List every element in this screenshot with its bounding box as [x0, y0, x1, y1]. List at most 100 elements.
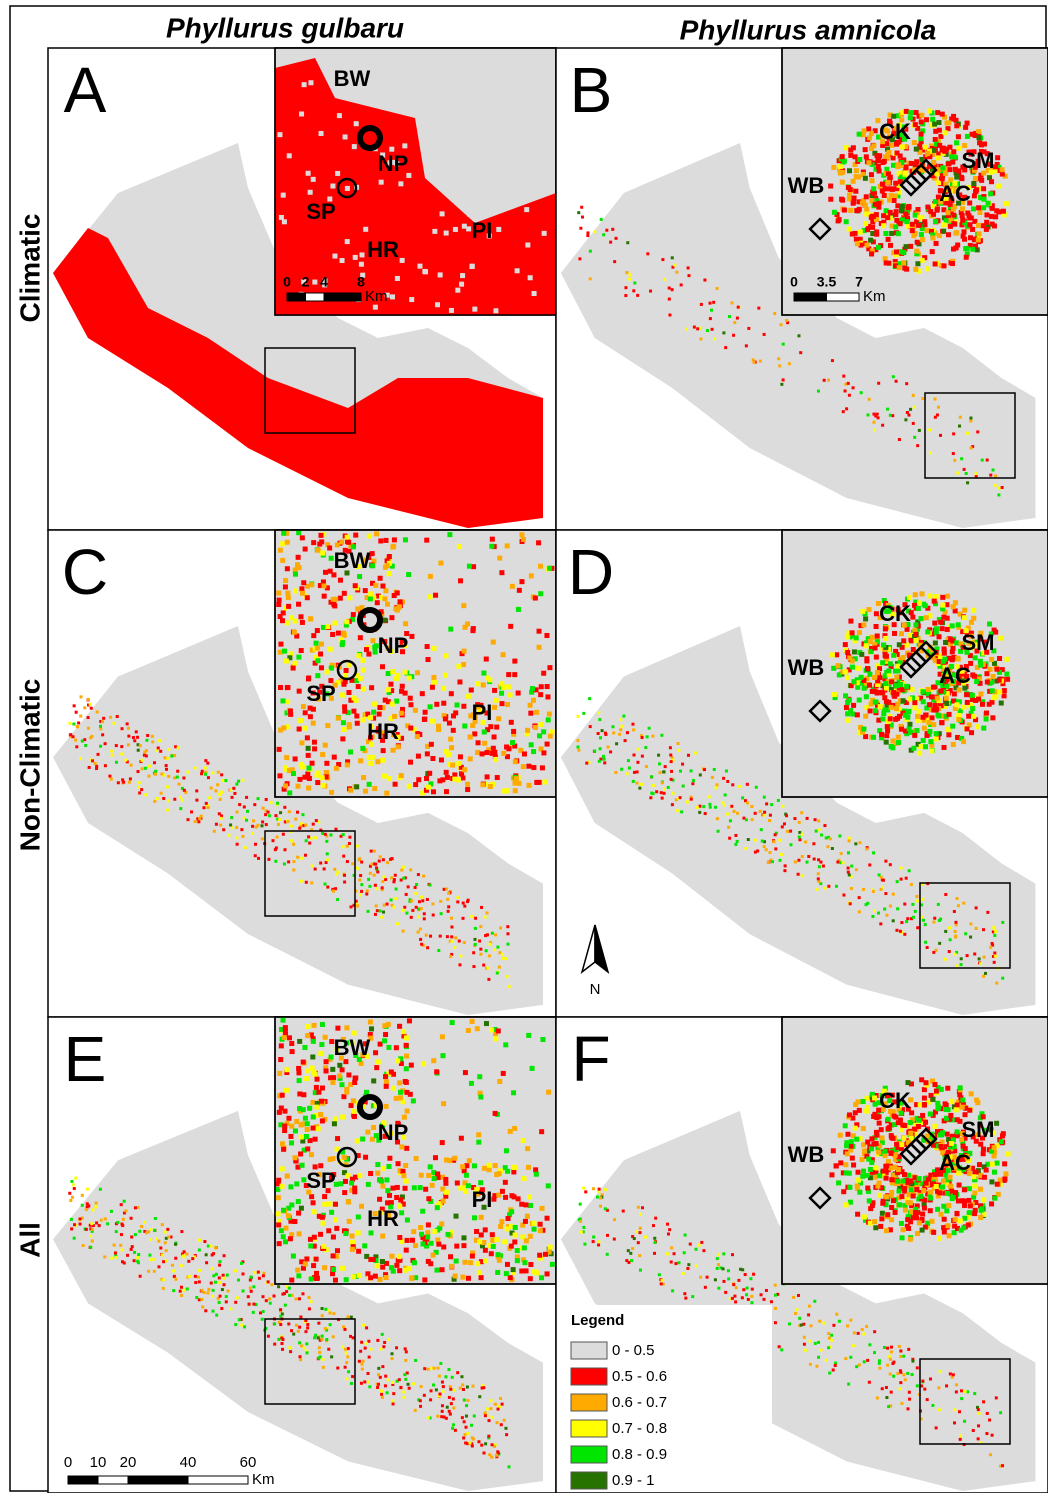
suitability-cell	[1001, 209, 1006, 214]
suitability-cell	[809, 1363, 812, 1366]
suitability-cell	[441, 1199, 446, 1204]
suitability-cell	[287, 1322, 290, 1325]
suitability-cell	[120, 745, 123, 748]
suitability-cell	[245, 796, 248, 799]
suitability-cell	[439, 757, 444, 762]
suitability-cell	[923, 1388, 926, 1391]
suitability-cell	[599, 736, 602, 739]
suitability-cell	[782, 378, 785, 381]
suitability-cell	[183, 1250, 186, 1253]
suitability-cell	[407, 1018, 412, 1023]
suitability-cell	[530, 1066, 535, 1071]
suitability-cell	[297, 565, 302, 570]
suitability-cell	[973, 1392, 976, 1395]
suitability-cell	[318, 533, 323, 538]
suitability-cell	[218, 1281, 221, 1284]
suitability-cell	[508, 985, 511, 988]
site-label: NP	[378, 151, 409, 176]
suitability-cell	[409, 868, 412, 871]
suitability-cell	[380, 1184, 385, 1189]
suitability-cell	[662, 770, 665, 773]
suitability-cell	[960, 1397, 963, 1400]
suitability-cell	[450, 926, 453, 929]
suitability-cell	[381, 748, 386, 753]
suitability-cell	[898, 1345, 901, 1348]
suitability-cell	[866, 607, 871, 612]
scale-tick: 7	[855, 274, 863, 290]
suitability-cell	[900, 921, 903, 924]
suitability-cell	[372, 702, 377, 707]
suitability-cell	[235, 826, 238, 829]
suitability-cell	[145, 754, 148, 757]
suitability-cell	[500, 1423, 503, 1426]
suitability-cell	[599, 1196, 602, 1199]
suitability-cell	[292, 868, 295, 871]
suitability-cell	[317, 1357, 320, 1360]
suitability-cell	[288, 1134, 293, 1139]
suitability-cell	[679, 770, 682, 773]
suitability-cell	[539, 1129, 544, 1134]
suitability-cell	[593, 230, 596, 233]
suitability-cell	[925, 266, 930, 271]
suitability-cell	[672, 792, 675, 795]
suitability-cell	[940, 165, 945, 170]
suitability-cell	[306, 753, 311, 758]
suitability-cell	[547, 712, 552, 717]
suitability-cell	[378, 538, 383, 543]
suitability-cell	[814, 818, 817, 821]
suitability-cell	[229, 1307, 232, 1310]
suitability-cell	[496, 227, 501, 232]
suitability-cell	[462, 224, 467, 229]
suitability-cell	[547, 665, 552, 670]
suitability-cell	[724, 346, 727, 349]
suitability-cell	[540, 1037, 545, 1042]
suitability-cell	[431, 646, 436, 651]
suitability-cell	[822, 865, 825, 868]
suitability-cell	[470, 1019, 475, 1024]
suitability-cell	[74, 739, 77, 742]
suitability-cell	[765, 1289, 768, 1292]
suitability-cell	[873, 421, 876, 424]
suitability-cell	[915, 714, 920, 719]
suitability-cell	[862, 888, 865, 891]
suitability-cell	[297, 1039, 302, 1044]
suitability-cell	[466, 1028, 471, 1033]
suitability-cell	[360, 1363, 363, 1366]
suitability-cell	[890, 1350, 893, 1353]
suitability-cell	[346, 540, 351, 545]
suitability-cell	[404, 1248, 409, 1253]
suitability-cell	[332, 890, 335, 893]
suitability-cell	[321, 583, 326, 588]
suitability-cell	[703, 768, 706, 771]
suitability-cell	[780, 853, 783, 856]
suitability-cell	[957, 687, 962, 692]
suitability-cell	[975, 927, 978, 930]
suitability-cell	[343, 1328, 346, 1331]
suitability-cell	[283, 578, 288, 583]
suitability-cell	[507, 943, 510, 946]
suitability-cell	[357, 1273, 362, 1278]
suitability-cell	[367, 878, 370, 881]
suitability-cell	[248, 1303, 251, 1306]
suitability-cell	[675, 271, 678, 274]
suitability-cell	[379, 855, 382, 858]
suitability-cell	[285, 1290, 288, 1293]
suitability-cell	[467, 1158, 472, 1163]
suitability-cell	[205, 1261, 208, 1264]
suitability-cell	[447, 905, 450, 908]
suitability-cell	[633, 282, 636, 285]
suitability-cell	[904, 684, 909, 689]
suitability-cell	[238, 1318, 241, 1321]
suitability-cell	[218, 1260, 221, 1263]
suitability-cell	[414, 892, 417, 895]
suitability-cell	[73, 704, 76, 707]
suitability-cell	[368, 1019, 373, 1024]
suitability-cell	[614, 771, 617, 774]
suitability-cell	[389, 1254, 394, 1259]
suitability-cell	[314, 868, 317, 871]
suitability-cell	[434, 702, 439, 707]
suitability-cell	[683, 1251, 686, 1254]
suitability-cell	[506, 746, 511, 751]
scale-tick: 8	[357, 274, 365, 290]
suitability-cell	[157, 1240, 160, 1243]
